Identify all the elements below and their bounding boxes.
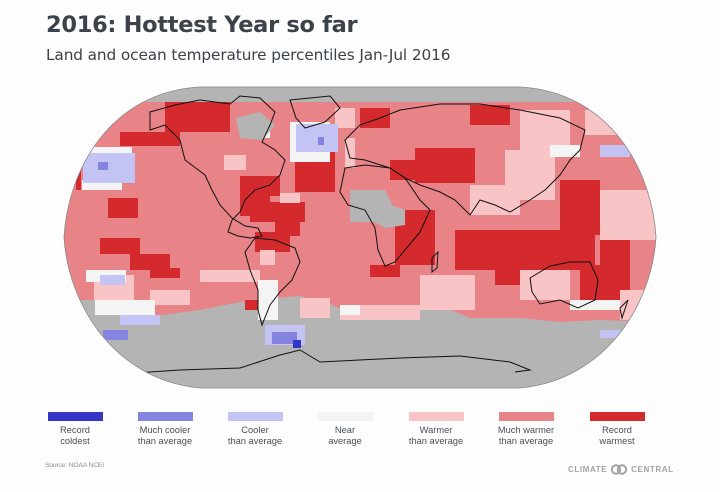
legend-label-line2: average [328,435,362,446]
legend-label-line2: coldest [60,435,90,446]
brand-right-text: CENTRAL [631,465,674,474]
legend-item-near-average: Near average [295,412,395,446]
legend-item-record-coldest: Record coldest [25,412,125,446]
legend-label-line1: Warmer [419,425,453,435]
legend-swatch [408,412,464,421]
page-subtitle: Land and ocean temperature percentiles J… [46,46,451,64]
legend-label-line2: than average [408,435,464,446]
linked-rings-icon [610,464,628,475]
legend-label-line2: warmest [599,435,635,446]
legend-label-line1: Record [60,425,90,435]
legend-label-line1: Cooler [241,425,269,435]
legend-item-warmer: Warmer than average [386,412,486,446]
legend-swatch [317,412,373,421]
legend-swatch [498,412,554,421]
legend-swatch [137,412,193,421]
page-title: 2016: Hottest Year so far [46,12,358,38]
legend-label-line2: than average [227,435,283,446]
legend-item-much-cooler: Much cooler than average [115,412,215,446]
legend-label-line1: Much cooler [139,425,191,435]
source-note: Source: NOAA NCEI [45,462,104,469]
legend-item-record-warmest: Record warmest [567,412,667,446]
legend-label-line1: Much warmer [497,425,555,435]
legend-swatch [47,412,103,421]
world-temperature-map [63,86,657,389]
legend-label-line2: than average [498,435,554,446]
legend-item-cooler: Cooler than average [205,412,305,446]
legend-label-line2: than average [137,435,193,446]
legend-label-line1: Record [602,425,632,435]
legend-swatch [589,412,645,421]
brand-left-text: CLIMATE [568,465,608,474]
legend-item-much-warmer: Much warmer than average [476,412,576,446]
legend: Record coldest Much cooler than average … [32,412,692,452]
legend-label-line1: Near [334,425,356,435]
legend-swatch [227,412,283,421]
climate-central-logo: CLIMATE CENTRAL [568,464,674,475]
